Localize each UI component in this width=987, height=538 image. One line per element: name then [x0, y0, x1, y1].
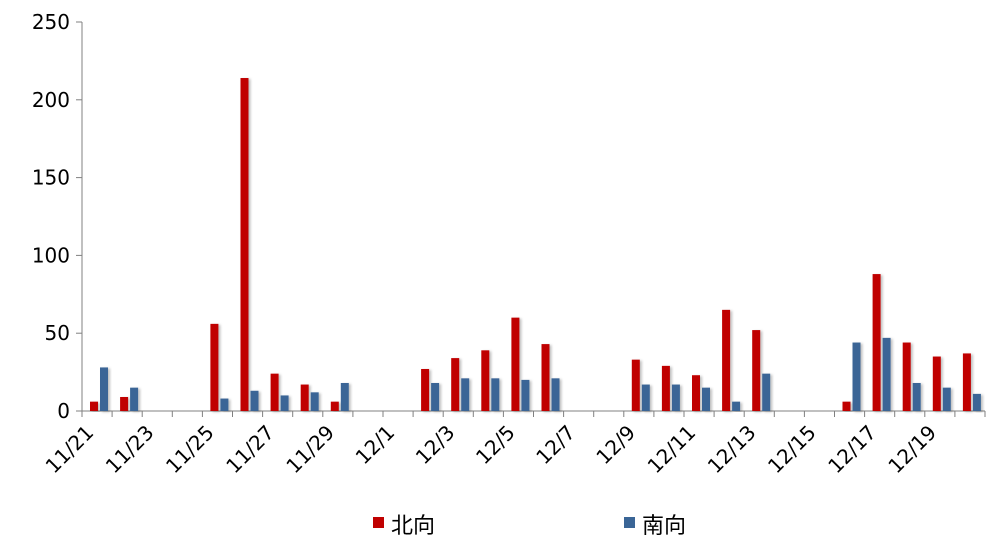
x-tick-label: 12/7 — [531, 420, 580, 469]
bar-southbound — [220, 398, 229, 411]
x-tick-label: 11/21 — [41, 420, 99, 478]
bar-northbound — [330, 401, 339, 411]
bar-northbound — [481, 350, 490, 411]
bar-southbound — [912, 382, 921, 411]
legend-swatch — [373, 517, 384, 528]
bar-southbound — [762, 373, 771, 411]
y-tick-label: 150 — [32, 166, 70, 190]
x-tick-label: 11/23 — [101, 420, 159, 478]
bar-northbound — [451, 358, 460, 411]
bar-northbound — [932, 356, 941, 411]
y-tick-label: 100 — [32, 243, 70, 267]
bar-northbound — [270, 373, 279, 411]
bar-northbound — [421, 368, 430, 411]
bar-northbound — [902, 342, 911, 411]
bar-southbound — [882, 337, 891, 411]
legend: 北向 南向 — [373, 514, 686, 538]
bar-southbound — [491, 378, 500, 411]
bar-northbound — [511, 317, 520, 411]
bar-northbound — [240, 78, 249, 412]
bar-northbound — [872, 274, 881, 411]
bar-southbound — [671, 384, 680, 411]
y-tick-label: 0 — [57, 399, 70, 423]
bar-southbound — [641, 384, 650, 411]
bar-southbound — [250, 390, 259, 411]
bar-northbound — [120, 396, 129, 411]
bar-southbound — [732, 401, 741, 411]
x-tick-label: 11/27 — [221, 420, 279, 478]
legend-item-southbound: 南向 — [624, 514, 686, 538]
bar-southbound — [461, 378, 470, 411]
x-axis: 11/21 11/23 11/25 11/27 11/29 12/1 12/3 12/5 12/… — [41, 410, 986, 478]
bar-northbound — [300, 384, 309, 411]
x-tick-label: 12/9 — [591, 420, 640, 469]
bar-southbound — [972, 393, 981, 411]
legend-item-northbound: 北向 — [373, 514, 435, 538]
x-tick-label: 11/29 — [281, 420, 339, 478]
bar-southbound — [551, 378, 560, 411]
bar-northbound — [631, 359, 640, 411]
bar-northbound — [842, 401, 851, 411]
bar-northbound — [962, 353, 971, 411]
legend-label: 北向 — [391, 514, 435, 538]
legend-swatch — [624, 517, 635, 528]
bar-southbound — [942, 387, 951, 411]
y-tick-label: 200 — [32, 88, 70, 112]
bars — [90, 78, 981, 412]
x-tick-label: 12/19 — [883, 420, 941, 478]
bar-northbound — [541, 344, 550, 411]
bar-southbound — [100, 367, 108, 411]
bar-northbound — [692, 375, 700, 411]
bar-southbound — [280, 395, 289, 411]
bar-southbound — [852, 342, 861, 411]
x-tick-label: 12/5 — [471, 420, 520, 469]
x-tick-label: 12/17 — [823, 420, 881, 478]
bar-southbound — [130, 387, 139, 411]
bar-southbound — [340, 382, 349, 411]
x-tick-label: 12/13 — [703, 420, 761, 478]
x-tick-label: 12/1 — [351, 420, 400, 469]
bar-southbound — [310, 392, 319, 411]
bar-northbound — [722, 309, 731, 411]
bar-northbound — [752, 330, 761, 411]
x-tick-label: 12/11 — [643, 420, 701, 478]
legend-label: 南向 — [642, 514, 686, 538]
y-tick-label: 50 — [45, 321, 70, 345]
bar-northbound — [661, 365, 670, 411]
bar-southbound — [431, 382, 440, 411]
x-tick-label: 12/15 — [763, 420, 821, 478]
y-tick-label: 250 — [32, 10, 70, 34]
bar-northbound — [210, 323, 219, 411]
x-tick-label: 12/3 — [411, 420, 460, 469]
bar-northbound — [90, 401, 98, 411]
y-axis: 0 50 100 150 200 250 — [32, 10, 83, 423]
bar-southbound — [521, 379, 530, 411]
bar-southbound — [702, 387, 710, 411]
x-tick-label: 11/25 — [161, 420, 219, 478]
